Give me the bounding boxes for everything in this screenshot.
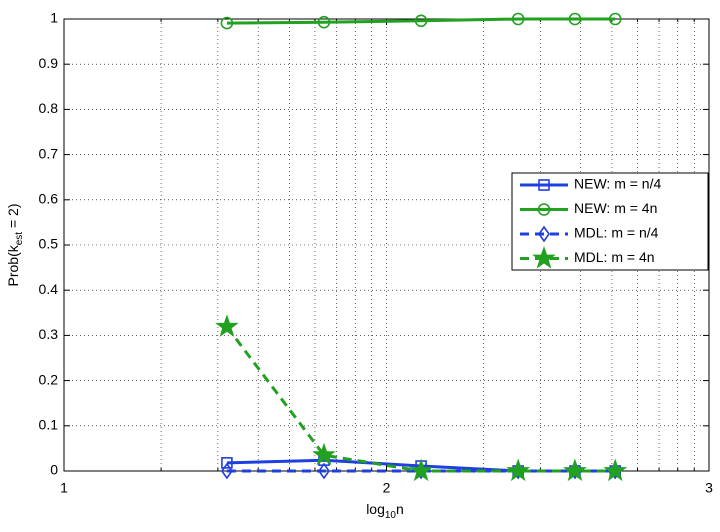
y-label-sub: est (14, 232, 25, 246)
y-tick-label: 0.5 (39, 236, 59, 252)
x-axis-label: log10n (366, 501, 404, 521)
marker (537, 203, 551, 216)
marker (220, 16, 234, 30)
y-label-part: Prob(k (5, 244, 21, 286)
marker (608, 12, 622, 26)
marker (532, 246, 556, 269)
y-tick-label: 0.4 (39, 281, 59, 297)
x-label-part: log (366, 501, 385, 517)
y-tick-label: 0.3 (39, 326, 59, 342)
marker (568, 12, 582, 26)
y-tick-label: 0.7 (39, 145, 59, 161)
x-label-part: n (396, 501, 404, 517)
y-tick-label: 0.2 (39, 371, 59, 387)
marker (563, 458, 587, 482)
y-axis-label: Prob(kest = 2) (5, 204, 25, 287)
legend-label: NEW: m = n/4 (574, 176, 661, 192)
marker (603, 458, 628, 482)
x-tick-label: 2 (383, 480, 391, 496)
y-tick-label: 0 (50, 462, 58, 478)
x-tick-label: 3 (705, 480, 713, 496)
y-tick-label: 0.6 (39, 191, 59, 207)
x-tick-label: 1 (60, 480, 68, 496)
x-label-sub: 10 (385, 510, 397, 521)
marker (409, 458, 433, 482)
series-line (226, 17, 616, 25)
marker (506, 458, 531, 482)
marker (538, 225, 550, 243)
y-label-part: = 2) (5, 204, 21, 232)
marker (318, 462, 330, 480)
legend-label: MDL: m = n/4 (574, 225, 659, 241)
legend-label: MDL: m = 4n (574, 249, 655, 265)
marker (221, 457, 233, 469)
series-line (225, 325, 616, 473)
marker (414, 14, 428, 28)
marker (220, 462, 233, 480)
marker (538, 179, 550, 191)
axes-box (63, 18, 710, 472)
y-tick-label: 0.1 (39, 417, 59, 433)
marker (317, 15, 331, 29)
y-tick-label: 0.9 (39, 55, 59, 71)
marker (312, 442, 336, 466)
y-tick-label: 1 (50, 10, 58, 26)
marker (215, 314, 239, 337)
marker (511, 12, 525, 26)
legend-label: NEW: m = 4n (574, 200, 657, 216)
y-tick-label: 0.8 (39, 100, 59, 116)
